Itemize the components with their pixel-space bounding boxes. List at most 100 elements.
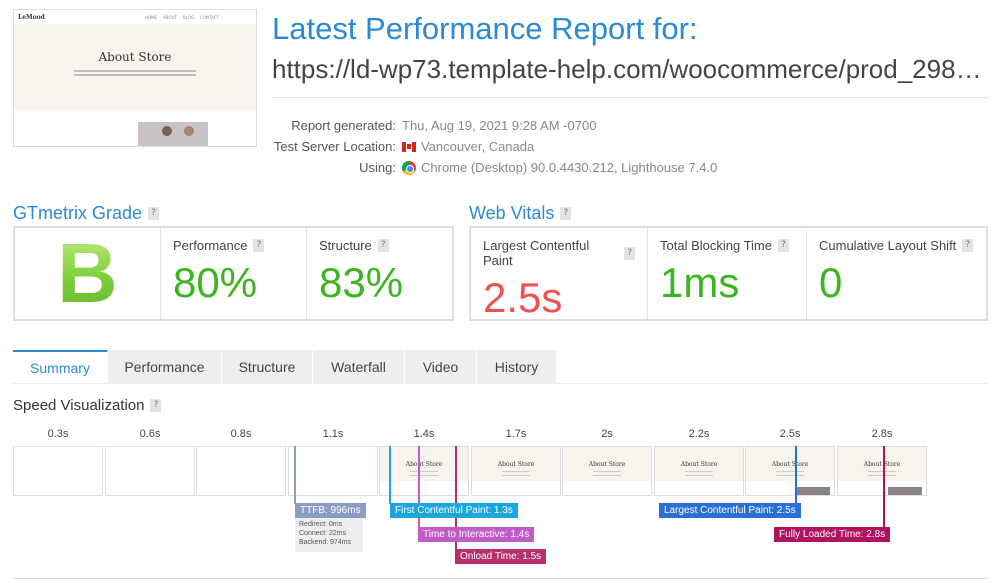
time-label: 2.5s — [779, 428, 801, 440]
tab-underline — [13, 383, 988, 384]
meta-value: Chrome (Desktop) 90.0.4430.212, Lighthou… — [402, 160, 717, 175]
lcp-marker[interactable]: Largest Contentful Paint: 2.5s — [659, 503, 801, 518]
filmstrip-frame[interactable] — [745, 446, 835, 496]
web-vitals-heading: Web Vitals ? — [469, 203, 572, 224]
time-label: 1.4s — [413, 428, 435, 440]
meta-value: Vancouver, Canada — [402, 139, 534, 154]
speed-visualization-heading-text: Speed Visualization — [13, 397, 145, 414]
structure-label-text: Structure — [319, 238, 372, 253]
fully-loaded-line — [883, 446, 885, 528]
tbt-label-text: Total Blocking Time — [660, 238, 772, 253]
filmstrip-frame[interactable] — [654, 446, 744, 496]
thumbnail-text-lines — [74, 70, 196, 78]
gtmetrix-grade-panel: B Performance? 80% Structure? 83% — [13, 226, 454, 321]
ttfb-backend: Backend: 974ms — [299, 539, 352, 546]
tbt-label: Total Blocking Time? — [660, 238, 794, 253]
help-icon[interactable]: ? — [962, 239, 974, 252]
ttfb-redirect: Redirect: 0ms — [299, 521, 343, 528]
performance-label-text: Performance — [173, 238, 248, 253]
thumbnail-nav-item: HOME — [144, 14, 158, 20]
structure-label: Structure? — [319, 238, 440, 253]
filmstrip-frame[interactable] — [379, 446, 469, 496]
meta-label: Using: — [359, 160, 396, 175]
meta-value: Thu, Aug 19, 2021 9:28 AM -0700 — [402, 118, 596, 133]
grade-letter: B — [57, 226, 118, 320]
tab-structure[interactable]: Structure — [222, 350, 313, 383]
chrome-icon — [402, 160, 416, 175]
time-label: 0.8s — [230, 428, 252, 440]
help-icon[interactable]: ? — [778, 239, 789, 252]
grade-cell: B — [15, 226, 161, 320]
report-tabs: Summary Performance Structure Waterfall … — [13, 350, 557, 383]
filmstrip-frame[interactable] — [288, 446, 378, 496]
thumbnail-photo — [138, 122, 208, 146]
generated-value: Thu, Aug 19, 2021 9:28 AM -0700 — [402, 118, 597, 133]
filmstrip-frame[interactable] — [196, 446, 286, 496]
help-icon[interactable]: ? — [560, 207, 572, 220]
ttfb-detail: Redirect: 0ms Connect: 22ms Backend: 974… — [295, 518, 363, 552]
tbt-value: 1ms — [660, 259, 740, 306]
tab-history[interactable]: History — [477, 350, 557, 383]
cls-cell: Cumulative Layout Shift? 0 — [807, 228, 986, 319]
lcp-value: 2.5s — [483, 274, 563, 321]
lcp-label: Largest Contentful Paint? — [483, 238, 635, 268]
performance-value: 80% — [173, 259, 258, 306]
filmstrip-frame[interactable] — [837, 446, 927, 496]
structure-cell: Structure? 83% — [307, 228, 452, 319]
onload-marker[interactable]: Onload Time: 1.5s — [455, 549, 547, 564]
location-value: Vancouver, Canada — [421, 139, 535, 154]
canada-flag-icon — [402, 141, 416, 152]
filmstrip-frame[interactable] — [105, 446, 195, 496]
time-label: 1.1s — [322, 428, 344, 440]
help-icon[interactable]: ? — [377, 239, 389, 252]
performance-label: Performance? — [173, 238, 294, 253]
tbt-cell: Total Blocking Time? 1ms — [648, 228, 807, 319]
using-value: Chrome (Desktop) 90.0.4430.212, Lighthou… — [421, 160, 718, 175]
time-label: 2.2s — [688, 428, 710, 440]
meta-row-using: Using: Chrome (Desktop) 90.0.4430.212, L… — [272, 157, 717, 178]
time-label: 0.6s — [139, 428, 161, 440]
cls-label-text: Cumulative Layout Shift — [819, 238, 957, 253]
help-icon[interactable]: ? — [624, 246, 635, 260]
cls-label: Cumulative Layout Shift? — [819, 238, 974, 253]
speed-visualization-heading: Speed Visualization ? — [13, 397, 162, 414]
ttfb-marker[interactable]: TTFB: 996ms — [295, 503, 366, 518]
page-thumbnail: LeMood HOME ABOUT BLOG CONTACT About Sto… — [13, 9, 257, 147]
cls-value: 0 — [819, 259, 843, 306]
web-vitals-panel: Largest Contentful Paint? 2.5s Total Blo… — [469, 226, 988, 321]
fcp-marker[interactable]: First Contentful Paint: 1.3s — [390, 503, 518, 518]
structure-value: 83% — [319, 259, 404, 306]
report-title: Latest Performance Report for: — [272, 11, 698, 46]
meta-row-location: Test Server Location: Vancouver, Canada — [272, 136, 717, 157]
tti-marker[interactable]: Time to Interactive: 1.4s — [418, 527, 535, 542]
lcp-label-text: Largest Contentful Paint — [483, 238, 590, 268]
onload-line — [455, 446, 457, 550]
tab-video[interactable]: Video — [405, 350, 477, 383]
web-vitals-heading-text: Web Vitals — [469, 203, 555, 223]
tti-line — [418, 446, 420, 528]
gtmetrix-grade-heading: GTmetrix Grade ? — [13, 203, 160, 224]
help-icon[interactable]: ? — [150, 399, 162, 412]
thumbnail-nav: HOME ABOUT BLOG CONTACT — [145, 15, 219, 20]
time-label: 0.3s — [47, 428, 69, 440]
filmstrip-frame[interactable] — [562, 446, 652, 496]
tab-summary[interactable]: Summary — [13, 350, 108, 383]
meta-row-generated: Report generated: Thu, Aug 19, 2021 9:28… — [272, 115, 717, 136]
gtmetrix-grade-heading-text: GTmetrix Grade — [13, 203, 143, 223]
filmstrip-frame[interactable] — [13, 446, 103, 496]
help-icon[interactable]: ? — [253, 239, 265, 252]
meta-label: Report generated: — [291, 118, 396, 133]
time-label: 2.8s — [871, 428, 893, 440]
report-url[interactable]: https://ld-wp73.template-help.com/woocom… — [272, 54, 988, 84]
filmstrip-frame[interactable] — [471, 446, 561, 496]
thumbnail-nav-item: CONTACT — [200, 14, 220, 20]
thumbnail-body — [14, 110, 256, 146]
tab-waterfall[interactable]: Waterfall — [313, 350, 405, 383]
lcp-cell: Largest Contentful Paint? 2.5s — [471, 228, 648, 321]
ttfb-line — [294, 446, 296, 504]
timeline-labels: 0.3s 0.6s 0.8s 1.1s 1.4s 1.7s 2s 2.2s 2.… — [13, 428, 928, 442]
meta-label: Test Server Location: — [273, 139, 396, 154]
tab-performance[interactable]: Performance — [108, 350, 222, 383]
fully-loaded-marker[interactable]: Fully Loaded Time: 2.8s — [774, 527, 891, 542]
help-icon[interactable]: ? — [148, 207, 160, 220]
